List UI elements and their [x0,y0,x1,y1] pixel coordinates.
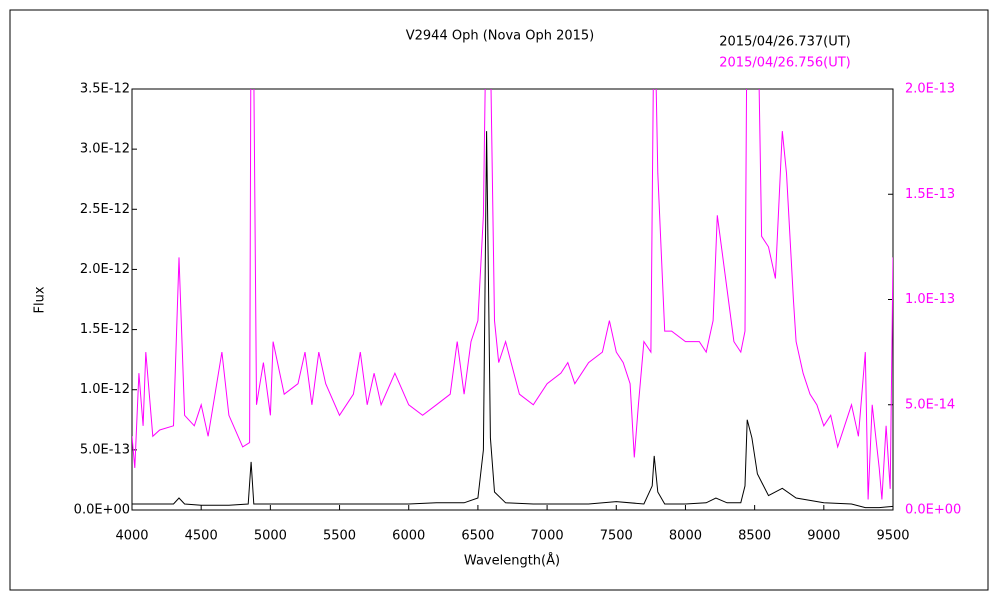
x-axis-label: Wavelength(Å) [464,553,560,569]
x-tick-label: 6500 [461,529,494,544]
y-tick-label: 3.5E-12 [80,82,130,97]
series-line [132,89,893,500]
plot-lines [132,89,893,509]
x-tick-label: 4500 [185,529,218,544]
plot-area [131,88,894,511]
y-tick-label: 2.0E-12 [80,262,130,277]
frame [9,9,989,591]
legend-entry: 2015/04/26.756(UT) [719,56,850,71]
x-tick-label: 5000 [254,529,287,544]
x-tick-label: 7500 [600,529,633,544]
y-tick-label: 0.0E+00 [74,503,130,518]
x-tick-label: 9000 [807,529,840,544]
series-line [132,131,893,509]
y-tick-label: 5.0E-13 [80,442,130,457]
y2-tick-label: 1.5E-13 [905,187,955,202]
x-tick-label: 9500 [876,529,909,544]
y2-tick-label: 5.0E-14 [905,397,955,412]
chart-title: V2944 Oph (Nova Oph 2015) [406,29,595,44]
y-tick-label: 3.0E-12 [80,142,130,157]
y2-tick-label: 0.0E+00 [905,503,961,518]
y-tick-label: 1.5E-12 [80,322,130,337]
x-tick-label: 8500 [738,529,771,544]
y2-tick-label: 1.0E-13 [905,292,955,307]
x-tick-label: 6000 [392,529,425,544]
y2-tick-label: 2.0E-13 [905,82,955,97]
y-tick-label: 2.5E-12 [80,202,130,217]
y-axis-label: Flux [33,286,48,313]
x-tick-label: 8000 [669,529,702,544]
x-tick-label: 5500 [323,529,356,544]
x-tick-label: 7000 [531,529,564,544]
legend-entry: 2015/04/26.737(UT) [719,35,850,50]
x-tick-label: 4000 [115,529,148,544]
y-tick-label: 1.0E-12 [80,382,130,397]
